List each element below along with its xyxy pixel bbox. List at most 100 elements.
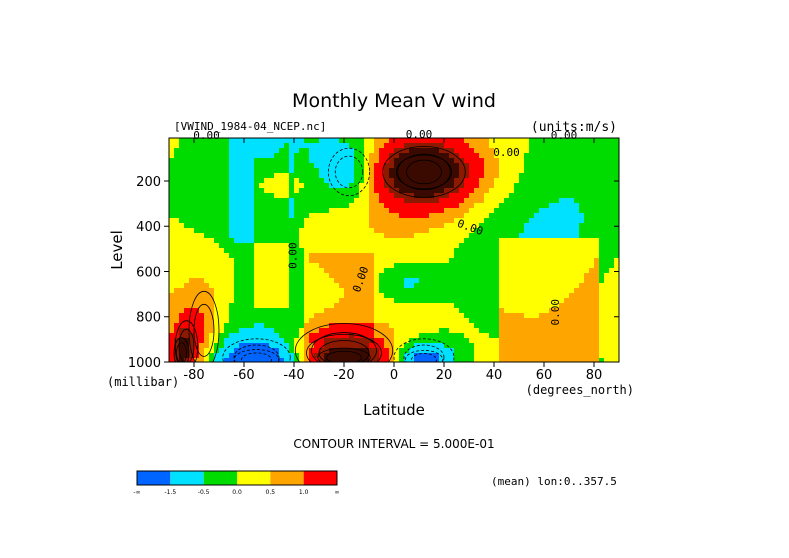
field-cell [279, 283, 285, 289]
field-cell [354, 213, 360, 219]
field-cell [554, 268, 560, 274]
field-cell [359, 153, 365, 159]
field-cell [609, 193, 615, 199]
field-cell [199, 233, 205, 239]
field-cell [434, 278, 440, 284]
field-cell [409, 248, 415, 254]
field-cell [384, 243, 390, 249]
field-cell [389, 183, 395, 189]
field-cell [384, 253, 390, 259]
field-cell [244, 348, 250, 354]
field-cell [344, 168, 350, 174]
field-cell [379, 138, 385, 144]
field-cell [389, 298, 395, 304]
field-cell [439, 148, 445, 154]
field-cell [449, 148, 455, 154]
field-cell [174, 308, 180, 314]
field-cell [614, 353, 619, 359]
field-cell [259, 173, 265, 179]
field-cell [264, 273, 270, 279]
field-cell [224, 248, 230, 254]
field-cell [514, 338, 520, 344]
field-cell [254, 313, 260, 319]
field-cell [279, 313, 285, 319]
field-cell [184, 323, 190, 329]
field-cell [319, 298, 325, 304]
field-cell [169, 218, 175, 224]
field-cell [379, 253, 385, 259]
field-cell [239, 183, 245, 189]
field-cell [559, 313, 565, 319]
field-cell [484, 188, 490, 194]
field-cell [179, 173, 185, 179]
field-cell [319, 343, 325, 349]
field-cell [294, 238, 300, 244]
field-cell [394, 338, 400, 344]
field-cell [264, 213, 270, 219]
field-cell [344, 288, 350, 294]
field-cell [444, 293, 450, 299]
field-cell [434, 208, 440, 214]
field-cell [604, 313, 610, 319]
field-cell [439, 163, 445, 169]
field-cell [549, 278, 555, 284]
field-cell [409, 238, 415, 244]
field-cell [329, 203, 335, 209]
field-cell [569, 313, 575, 319]
field-cell [594, 298, 600, 304]
field-cell [544, 213, 550, 219]
field-cell [459, 263, 465, 269]
field-cell [514, 283, 520, 289]
field-cell [474, 313, 480, 319]
field-cell [419, 333, 425, 339]
field-cell [489, 263, 495, 269]
field-cell [464, 213, 470, 219]
field-cell [464, 308, 470, 314]
field-cell [284, 248, 290, 254]
field-cell [249, 178, 255, 184]
field-cell [599, 183, 605, 189]
field-cell [364, 233, 370, 239]
field-cell [334, 328, 340, 334]
field-cell [509, 283, 515, 289]
field-cell [469, 298, 475, 304]
field-cell [289, 248, 295, 254]
field-cell [569, 273, 575, 279]
field-cell [294, 258, 300, 264]
field-cell [204, 183, 210, 189]
field-cell [269, 298, 275, 304]
field-cell [309, 203, 315, 209]
field-cell [434, 178, 440, 184]
field-cell [399, 233, 405, 239]
field-cell [409, 288, 415, 294]
field-cell [489, 233, 495, 239]
field-cell [294, 203, 300, 209]
field-cell [244, 138, 250, 144]
field-cell [334, 353, 340, 359]
field-cell [544, 348, 550, 354]
field-cell [269, 253, 275, 259]
field-cell [304, 293, 310, 299]
field-cell [449, 268, 455, 274]
field-cell [224, 208, 230, 214]
field-cell [514, 238, 520, 244]
field-cell [494, 283, 500, 289]
field-cell [294, 243, 300, 249]
field-cell [559, 173, 565, 179]
field-cell [344, 293, 350, 299]
field-cell [319, 183, 325, 189]
field-cell [609, 218, 615, 224]
field-cell [384, 313, 390, 319]
field-cell [234, 148, 240, 154]
field-cell [174, 333, 180, 339]
field-cell [279, 318, 285, 324]
field-cell [369, 138, 375, 144]
field-cell [284, 298, 290, 304]
field-cell [319, 208, 325, 214]
field-cell [449, 358, 455, 362]
field-cell [524, 203, 530, 209]
field-cell [484, 183, 490, 189]
field-cell [219, 298, 225, 304]
field-cell [319, 328, 325, 334]
field-cell [284, 188, 290, 194]
